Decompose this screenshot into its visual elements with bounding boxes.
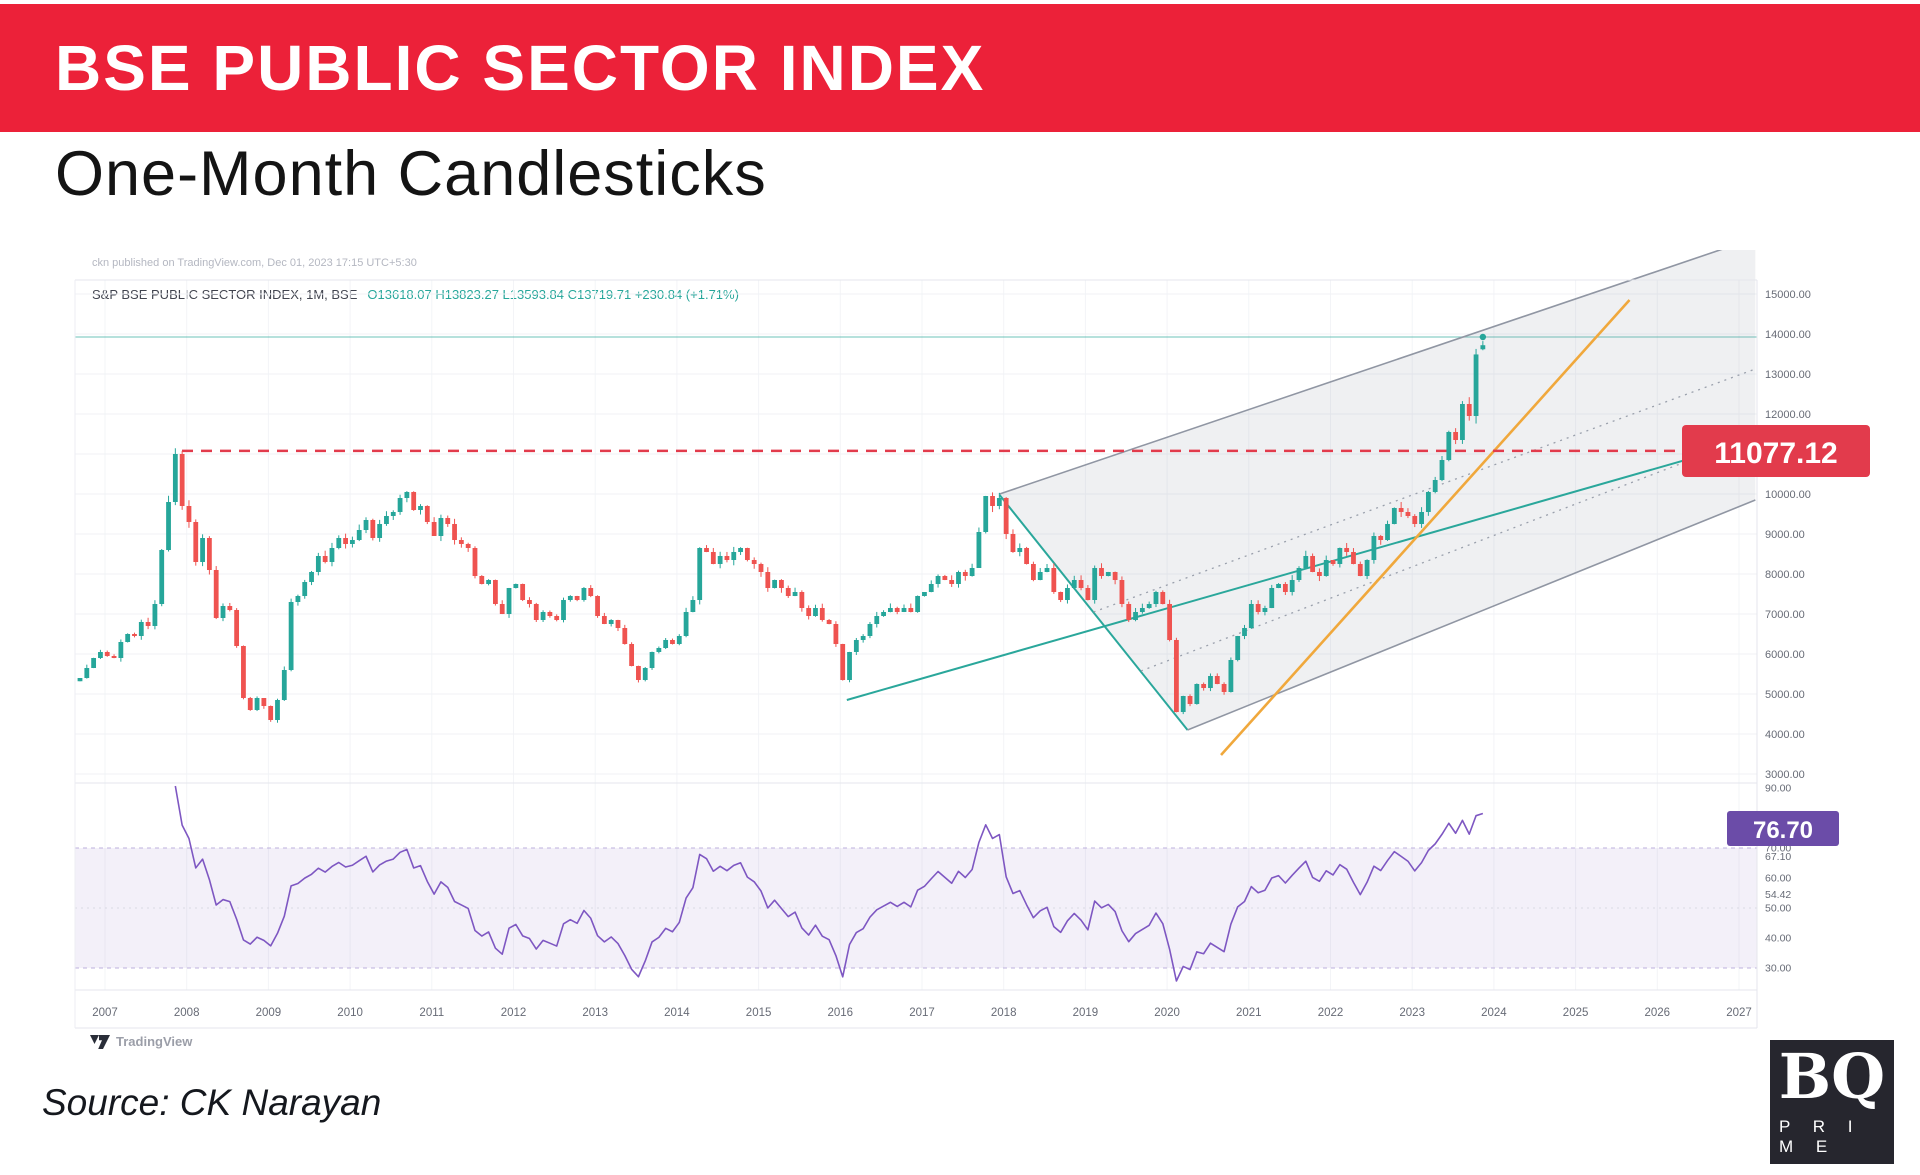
banner-title: BSE PUBLIC SECTOR INDEX <box>55 32 986 104</box>
svg-text:2015: 2015 <box>746 1007 772 1019</box>
svg-text:5000.00: 5000.00 <box>1765 689 1805 701</box>
candlestick-chart: 15000.00 14000.00 13000.00 12000.00 10000.00… <box>74 250 1870 1029</box>
svg-text:2012: 2012 <box>501 1007 527 1019</box>
channel-upper <box>999 250 1723 495</box>
svg-text:2014: 2014 <box>664 1007 690 1019</box>
svg-text:7000.00: 7000.00 <box>1765 609 1805 621</box>
orange-trendline <box>1220 299 1631 756</box>
svg-text:12000.00: 12000.00 <box>1765 409 1811 421</box>
svg-text:50.00: 50.00 <box>1765 903 1791 915</box>
svg-text:2018: 2018 <box>991 1007 1017 1019</box>
svg-text:76.70: 76.70 <box>1753 817 1813 844</box>
source-text: Source: CK Narayan <box>42 1082 382 1123</box>
svg-text:2019: 2019 <box>1073 1007 1099 1019</box>
svg-text:6000.00: 6000.00 <box>1765 649 1805 661</box>
svg-text:2013: 2013 <box>582 1007 608 1019</box>
svg-text:2017: 2017 <box>909 1007 935 1019</box>
rsi-line <box>174 785 1484 982</box>
last-bar-marker-dot <box>1479 333 1487 341</box>
publish-line: ckn published on TradingView.com, Dec 01… <box>92 257 417 269</box>
tradingview-logo-icon <box>90 1034 110 1049</box>
svg-text:60.00: 60.00 <box>1765 873 1791 885</box>
svg-text:2020: 2020 <box>1154 1007 1180 1019</box>
tradingview-attribution-text: TradingView <box>116 1034 193 1049</box>
bq-prime-logo: BQ P R I M E <box>1770 1040 1894 1164</box>
svg-text:2025: 2025 <box>1563 1007 1589 1019</box>
svg-text:30.00: 30.00 <box>1765 963 1791 975</box>
svg-text:2007: 2007 <box>92 1007 118 1019</box>
svg-text:11077.12: 11077.12 <box>1714 437 1837 470</box>
svg-text:2023: 2023 <box>1399 1007 1425 1019</box>
page-title: One-Month Candlesticks <box>55 139 767 209</box>
svg-text:90.00: 90.00 <box>1765 783 1791 795</box>
svg-text:8000.00: 8000.00 <box>1765 569 1805 581</box>
channel-lower-mid-dotted <box>1140 434 1756 672</box>
svg-text:2009: 2009 <box>256 1007 282 1019</box>
tradingview-attribution: TradingView <box>90 1034 192 1049</box>
svg-text:54.42: 54.42 <box>1765 889 1791 901</box>
svg-text:10000.00: 10000.00 <box>1765 489 1811 501</box>
svg-text:2021: 2021 <box>1236 1007 1262 1019</box>
svg-text:2011: 2011 <box>419 1007 444 1019</box>
svg-text:14000.00: 14000.00 <box>1765 329 1811 341</box>
svg-text:3000.00: 3000.00 <box>1765 769 1805 781</box>
candles <box>77 341 1486 723</box>
svg-text:2022: 2022 <box>1318 1007 1344 1019</box>
channel-lower <box>1187 499 1756 731</box>
svg-text:2016: 2016 <box>828 1007 854 1019</box>
rsi-value-label <box>1727 811 1839 846</box>
svg-text:4000.00: 4000.00 <box>1765 729 1805 741</box>
svg-text:2027: 2027 <box>1726 1007 1752 1019</box>
banner: BSE PUBLIC SECTOR INDEX <box>0 4 1920 132</box>
svg-text:15000.00: 15000.00 <box>1765 289 1811 301</box>
svg-text:67.10: 67.10 <box>1765 851 1791 863</box>
svg-text:2008: 2008 <box>174 1007 200 1019</box>
svg-text:2026: 2026 <box>1645 1007 1671 1019</box>
svg-text:9000.00: 9000.00 <box>1765 529 1805 541</box>
rising-channel-fill <box>999 250 1756 730</box>
svg-text:2010: 2010 <box>337 1007 363 1019</box>
svg-text:13000.00: 13000.00 <box>1765 369 1811 381</box>
svg-text:40.00: 40.00 <box>1765 933 1791 945</box>
svg-text:2024: 2024 <box>1481 1007 1507 1019</box>
channel-left-teal <box>998 494 1189 731</box>
bq-logo-prime-text: P R I M E <box>1779 1117 1862 1156</box>
price-label <box>1682 425 1870 477</box>
bq-logo-mark: BQ <box>1778 1040 1886 1113</box>
